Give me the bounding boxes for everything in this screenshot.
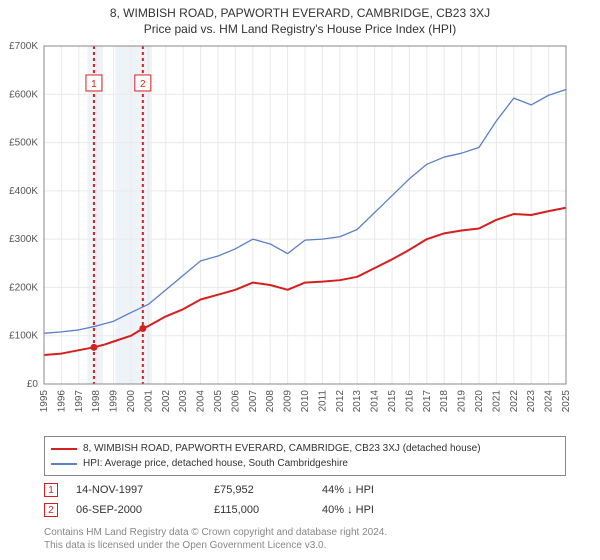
y-tick-label: £0 <box>27 379 39 390</box>
legend-label: 8, WIMBISH ROAD, PAPWORTH EVERARD, CAMBR… <box>83 441 481 456</box>
data-table: 1 14-NOV-1997 £75,952 44% ↓ HPI 2 06-SEP-2000… <box>44 480 566 520</box>
chart-title: 8, WIMBISH ROAD, PAPWORTH EVERARD, CAMBR… <box>0 6 600 20</box>
data-row: 1 14-NOV-1997 £75,952 44% ↓ HPI <box>44 480 566 500</box>
chart-subtitle: Price paid vs. HM Land Registry's House … <box>0 22 600 36</box>
x-tick-label: 2008 <box>265 390 276 413</box>
x-tick-label: 2023 <box>526 390 537 413</box>
x-tick-label: 2002 <box>161 390 172 413</box>
data-row: 2 06-SEP-2000 £115,000 40% ↓ HPI <box>44 500 566 520</box>
attribution-line2: This data is licensed under the Open Gov… <box>44 539 566 552</box>
x-tick-label: 2009 <box>283 390 294 413</box>
marker-label: 1 <box>91 79 97 90</box>
x-tick-label: 2018 <box>439 390 450 413</box>
legend-row: 8, WIMBISH ROAD, PAPWORTH EVERARD, CAMBR… <box>51 441 559 456</box>
x-tick-label: 1996 <box>56 390 67 413</box>
x-tick-label: 2011 <box>317 390 328 412</box>
chart-area: £0 £100K £200K £300K £400K £500K £600K £700K 199… <box>0 40 600 430</box>
legend-swatch <box>51 463 77 465</box>
chart-svg: £0 £100K £200K £300K £400K £500K £600K £700K 199… <box>0 40 600 430</box>
y-tick-label: £400K <box>9 186 38 197</box>
x-tick-label: 1997 <box>74 390 85 413</box>
data-row-date: 14-NOV-1997 <box>76 484 196 496</box>
x-tick-label: 2013 <box>352 390 363 413</box>
x-tick-label: 1999 <box>109 390 120 413</box>
data-row-price: £115,000 <box>214 504 304 516</box>
x-tick-label: 2007 <box>248 390 259 413</box>
data-row-date: 06-SEP-2000 <box>76 504 196 516</box>
x-tick-label: 2024 <box>544 390 555 413</box>
titles-block: 8, WIMBISH ROAD, PAPWORTH EVERARD, CAMBR… <box>0 0 600 40</box>
data-row-price: £75,952 <box>214 484 304 496</box>
marker-label: 2 <box>140 79 146 90</box>
x-tick-label: 2006 <box>230 390 241 413</box>
x-tick-label: 2001 <box>143 390 154 413</box>
y-tick-label: £700K <box>9 41 38 52</box>
x-tick-label: 2004 <box>196 390 207 413</box>
x-tick-label: 2022 <box>509 390 520 413</box>
attribution-line1: Contains HM Land Registry data © Crown c… <box>44 526 566 539</box>
x-tick-label: 2025 <box>561 390 572 413</box>
y-tick-label: £500K <box>9 138 38 149</box>
y-tick-label: £300K <box>9 234 38 245</box>
x-tick-label: 2012 <box>335 390 346 413</box>
x-tick-label: 2015 <box>387 390 398 413</box>
y-tick-label: £200K <box>9 282 38 293</box>
attribution: Contains HM Land Registry data © Crown c… <box>44 526 566 552</box>
x-tick-label: 1998 <box>91 390 102 413</box>
data-row-marker: 2 <box>44 503 58 517</box>
x-tick-label: 2021 <box>491 390 502 413</box>
data-row-marker: 1 <box>44 483 58 497</box>
legend-row: HPI: Average price, detached house, Sout… <box>51 456 559 471</box>
data-row-pct: 44% ↓ HPI <box>322 484 432 496</box>
x-tick-label: 2017 <box>422 390 433 413</box>
x-tick-label: 2016 <box>404 390 415 413</box>
x-tick-label: 2003 <box>178 390 189 413</box>
data-row-pct: 40% ↓ HPI <box>322 504 432 516</box>
y-tick-label: £100K <box>9 331 38 342</box>
legend-label: HPI: Average price, detached house, Sout… <box>83 456 348 471</box>
y-tick-label: £600K <box>9 89 38 100</box>
x-tick-label: 2020 <box>474 390 485 413</box>
x-tick-label: 2000 <box>126 390 137 413</box>
x-tick-label: 2014 <box>370 390 381 413</box>
x-tick-label: 2005 <box>213 390 224 413</box>
x-tick-label: 2019 <box>457 390 468 413</box>
chart-container: 8, WIMBISH ROAD, PAPWORTH EVERARD, CAMBR… <box>0 0 600 552</box>
x-tick-label: 1995 <box>39 390 50 413</box>
legend-box: 8, WIMBISH ROAD, PAPWORTH EVERARD, CAMBR… <box>44 436 566 476</box>
legend-swatch <box>51 448 77 450</box>
x-tick-label: 2010 <box>300 390 311 413</box>
